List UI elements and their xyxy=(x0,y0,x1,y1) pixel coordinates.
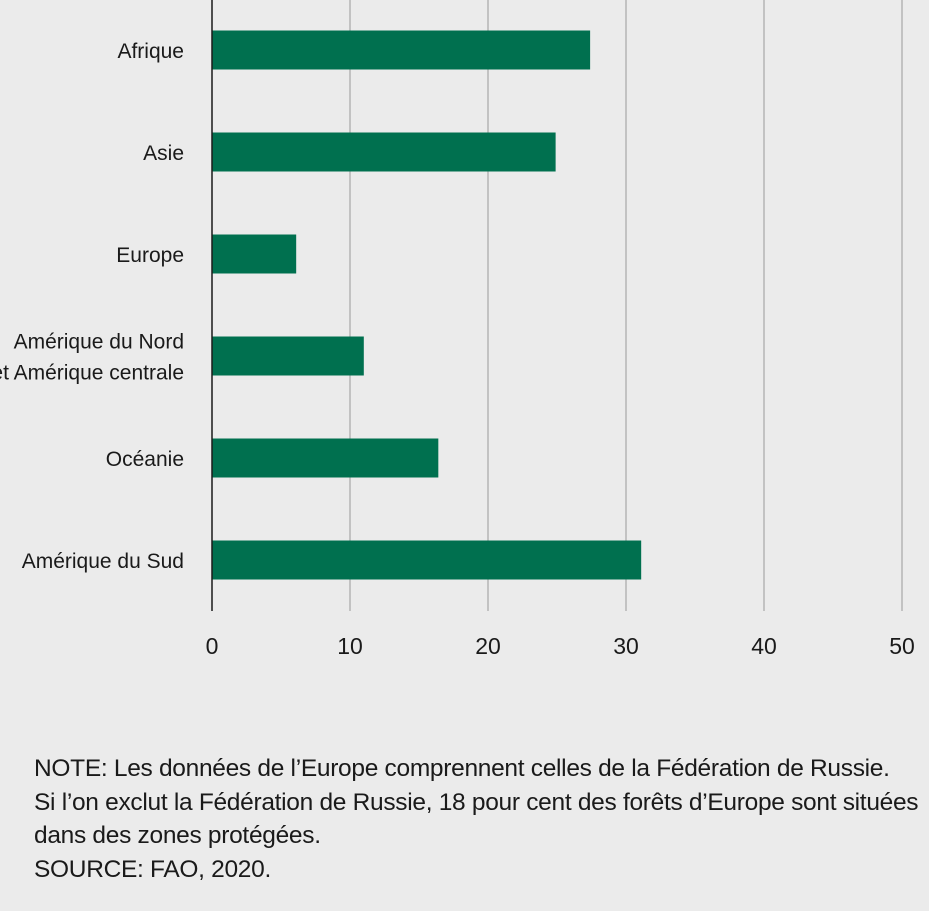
chart-notes: NOTE: Les données de l’Europe comprennen… xyxy=(34,752,926,886)
note-line: Si l’on exclut la Fédération de Russie, … xyxy=(34,788,919,816)
note-line: NOTE: Les données de l’Europe comprennen… xyxy=(34,755,890,782)
bar xyxy=(212,336,364,376)
bar-chart: Afrique Asie Europe Amérique du Nord et Amér… xyxy=(0,0,915,659)
x-tick-labels: 0 10 20 30 40 50 xyxy=(206,633,915,659)
grid-lines xyxy=(349,0,903,611)
category-label: Amérique du Sud xyxy=(22,550,184,573)
bar xyxy=(212,30,591,70)
bar xyxy=(212,132,556,172)
bar xyxy=(212,540,642,580)
x-tick-label: 40 xyxy=(751,633,777,659)
x-tick-label: 30 xyxy=(613,633,639,659)
category-label: Océanie xyxy=(106,448,184,471)
x-tick-label: 50 xyxy=(889,633,915,659)
x-tick-label: 20 xyxy=(475,633,501,659)
category-label: Afrique xyxy=(117,40,184,63)
bar xyxy=(212,438,439,478)
note-line: dans des zones protégées. xyxy=(34,822,321,849)
x-tick-label: 10 xyxy=(337,633,363,659)
category-label: Amérique du Nord et Amérique centrale xyxy=(0,331,184,385)
category-label: Asie xyxy=(143,142,184,165)
x-tick-label: 0 xyxy=(206,633,219,659)
category-labels: Afrique Asie Europe Amérique du Nord et Amér… xyxy=(0,40,184,573)
bars xyxy=(212,30,642,580)
source-line: SOURCE: FAO, 2020. xyxy=(34,855,271,883)
bar xyxy=(212,234,297,274)
category-label: Europe xyxy=(116,244,184,267)
